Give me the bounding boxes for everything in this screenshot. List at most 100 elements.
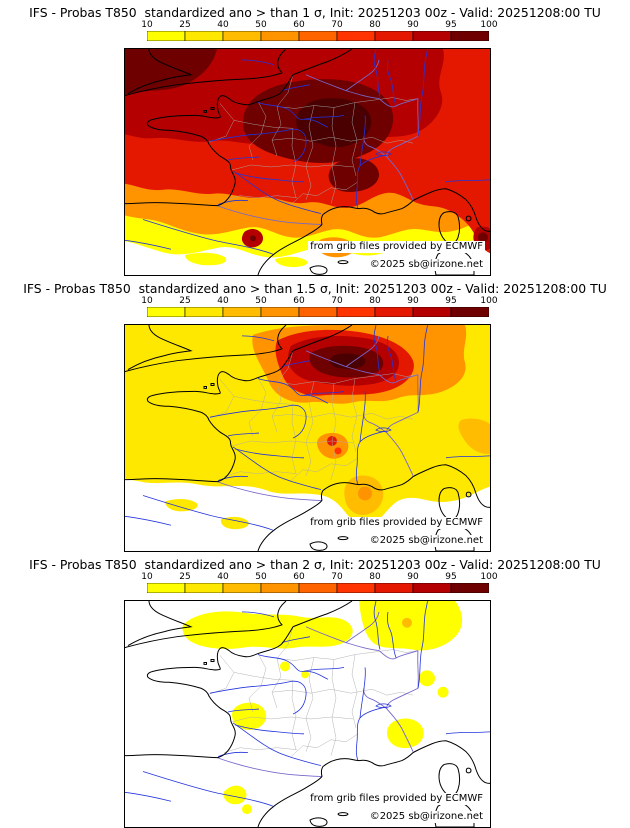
panel-sigma1-5: IFS - Probas T850 standardized ano > tha… [0, 276, 630, 552]
colorbar-segment [298, 583, 338, 593]
colorbar-segment [450, 31, 489, 41]
colorbar-ticks: 10 25 40 50 60 70 80 90 95 100 [141, 572, 497, 583]
copyright: ©2025 sb@irizone.net [367, 811, 485, 823]
copyright: ©2025 sb@irizone.net [367, 259, 485, 271]
colorbar-tick: 90 [407, 572, 419, 582]
prob-region-10-25 [223, 785, 247, 805]
prob-region-10-25 [437, 686, 449, 698]
colorbar-tick: 95 [445, 572, 457, 582]
colorbar-tick: 100 [480, 572, 498, 582]
colorbar-segment [222, 31, 262, 41]
prob-region-95-100 [250, 235, 256, 242]
colorbar-tick: 80 [369, 572, 381, 582]
colorbar-segment [260, 583, 300, 593]
colorbar-tick: 95 [445, 20, 457, 30]
probability-field-sigma1 [125, 49, 490, 275]
colorbar-segment [336, 31, 376, 41]
colorbar-tick: 40 [217, 572, 229, 582]
colorbar-segment [147, 31, 186, 41]
colorbar-segment [374, 31, 414, 41]
map-sigma1-5: from grib files provided by ECMWF ©2025 … [124, 324, 491, 552]
copyright: ©2025 sb@irizone.net [367, 535, 485, 547]
prob-core-max [296, 98, 372, 148]
colorbar-ticks: 10 25 40 50 60 70 80 90 95 100 [141, 296, 497, 307]
colorbar-segment [336, 307, 376, 317]
ecmwf-credit: from grib files provided by ECMWF [308, 517, 485, 529]
prob-region-10-25 [465, 325, 490, 361]
colorbar-tick: 25 [179, 296, 191, 306]
colorbar-segment [147, 583, 186, 593]
prob-region-70-80 [334, 447, 342, 455]
colorbar-tick: 10 [141, 20, 153, 30]
panel-sigma1: IFS - Probas T850 standardized ano > tha… [0, 0, 630, 276]
colorbar-segment [336, 583, 376, 593]
colorbar-tick: 60 [293, 572, 305, 582]
colorbar-segment [184, 583, 224, 593]
prob-region-10-25 [165, 498, 198, 512]
prob-core-max [330, 353, 366, 369]
prob-region-10-25 [242, 804, 252, 815]
colorbar-tick: 50 [255, 572, 267, 582]
panel-sigma2: IFS - Probas T850 standardized ano > tha… [0, 552, 630, 828]
ecmwf-credit: from grib files provided by ECMWF [308, 241, 485, 253]
colorbar-segment [374, 583, 414, 593]
colorbar-tick: 95 [445, 296, 457, 306]
colorbar-segment [260, 31, 300, 41]
colorbar-segment [147, 307, 186, 317]
map-sigma2: from grib files provided by ECMWF ©2025 … [124, 600, 491, 828]
prob-region-95-100 [478, 232, 488, 243]
prob-region-10-25 [301, 670, 309, 679]
colorbar-tick: 25 [179, 572, 191, 582]
colorbar-tick: 100 [480, 296, 498, 306]
prob-region-95-100 [328, 158, 380, 192]
colorbar [147, 31, 489, 41]
colorbar-tick: 40 [217, 20, 229, 30]
panel-title: IFS - Probas T850 standardized ano > tha… [23, 281, 607, 296]
colorbar-tick: 40 [217, 296, 229, 306]
ecmwf-credit: from grib files provided by ECMWF [308, 793, 485, 805]
prob-region-10-25 [275, 256, 308, 268]
prob-region-50-60 [358, 486, 372, 501]
colorbar-ticks: 10 25 40 50 60 70 80 90 95 100 [141, 20, 497, 31]
colorbar-segment [450, 583, 489, 593]
map-sigma1: from grib files provided by ECMWF ©2025 … [124, 48, 491, 276]
colorbar-segment [374, 307, 414, 317]
colorbar-tick: 60 [293, 20, 305, 30]
colorbar-tick: 70 [331, 20, 343, 30]
probability-field-sigma1-5 [125, 325, 490, 551]
prob-region-40-50 [458, 418, 490, 454]
colorbar [147, 583, 489, 593]
colorbar-segment [298, 307, 338, 317]
colorbar-segment [184, 307, 224, 317]
colorbar [147, 307, 489, 317]
prob-region-10-25 [387, 718, 424, 749]
colorbar-tick: 50 [255, 20, 267, 30]
colorbar-tick: 50 [255, 296, 267, 306]
colorbar-segment [412, 307, 452, 317]
prob-region-40-50 [402, 617, 412, 628]
prob-region-10-25 [280, 661, 290, 672]
panel-title: IFS - Probas T850 standardized ano > tha… [29, 5, 601, 20]
prob-region-95-100 [125, 49, 217, 95]
colorbar-segment [222, 583, 262, 593]
colorbar-tick: 25 [179, 20, 191, 30]
colorbar-segment [298, 31, 338, 41]
colorbar-tick: 90 [407, 296, 419, 306]
colorbar-tick: 80 [369, 20, 381, 30]
colorbar-tick: 70 [331, 296, 343, 306]
colorbar-tick: 70 [331, 572, 343, 582]
prob-region-10-25 [185, 252, 227, 266]
probability-field-sigma2 [125, 601, 490, 827]
colorbar-segment [412, 31, 452, 41]
panel-title: IFS - Probas T850 standardized ano > tha… [29, 557, 601, 572]
colorbar-segment [412, 583, 452, 593]
prob-region-10-25 [220, 516, 249, 530]
colorbar-tick: 100 [480, 20, 498, 30]
prob-region-10-25 [182, 611, 353, 649]
colorbar-tick: 60 [293, 296, 305, 306]
colorbar-segment [184, 31, 224, 41]
colorbar-tick: 10 [141, 296, 153, 306]
colorbar-segment [260, 307, 300, 317]
colorbar-tick: 80 [369, 296, 381, 306]
